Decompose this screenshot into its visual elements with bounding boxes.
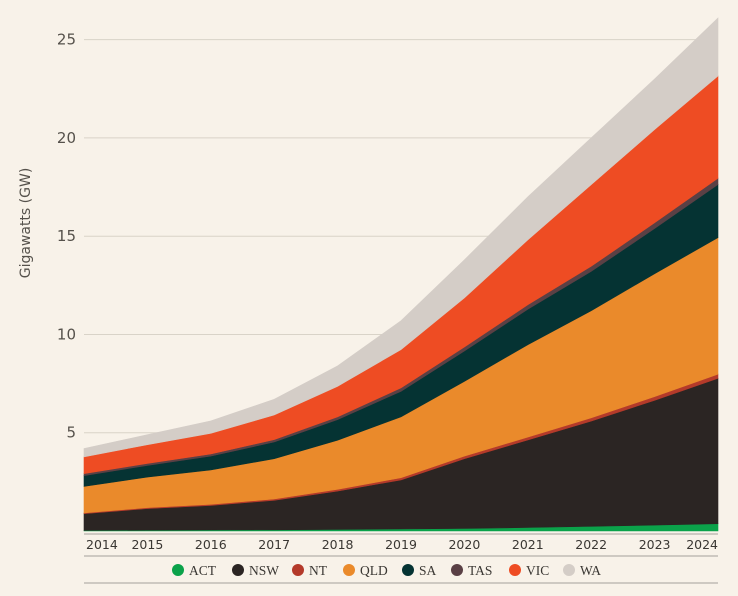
x-tick-label: 2014 (86, 537, 118, 552)
x-axis-ticks: 2014 2015 2016 2017 2018 2019 2020 2021 2022 2023… (86, 537, 718, 552)
x-tick-label: 2015 (131, 537, 163, 552)
x-tick-label: 2023 (639, 537, 671, 552)
legend-label-wa: WA (580, 563, 601, 578)
legend-label-nsw: NSW (249, 563, 279, 578)
legend-swatch-tas (451, 564, 463, 576)
legend-swatch-act (172, 564, 184, 576)
y-axis-label: Gigawatts (GW) (18, 168, 34, 279)
x-tick-label: 2018 (322, 537, 354, 552)
y-tick-label: 15 (57, 227, 76, 245)
legend-swatch-vic (509, 564, 521, 576)
legend-swatch-wa (563, 564, 575, 576)
y-tick-label: 25 (57, 31, 76, 49)
legend-label-act: ACT (189, 563, 217, 578)
legend-swatch-nt (292, 564, 304, 576)
y-tick-label: 10 (57, 325, 76, 343)
legend-label-vic: VIC (526, 563, 549, 578)
stacked-areas (83, 17, 719, 532)
legend-label-tas: TAS (468, 563, 492, 578)
legend-swatch-sa (402, 564, 414, 576)
x-tick-label: 2019 (385, 537, 417, 552)
legend-label-qld: QLD (360, 563, 388, 578)
y-axis-ticks: 5 10 15 20 25 (57, 31, 76, 442)
x-tick-label: 2020 (448, 537, 480, 552)
legend-swatch-qld (343, 564, 355, 576)
y-tick-label: 20 (57, 129, 76, 147)
y-tick-label: 5 (66, 424, 76, 442)
x-tick-label: 2024 (686, 537, 718, 552)
legend-swatch-nsw (232, 564, 244, 576)
area-wa (83, 17, 719, 458)
x-tick-label: 2016 (195, 537, 227, 552)
legend: ACT NSW NT QLD SA TAS VIC WA (172, 563, 601, 578)
x-tick-label: 2021 (512, 537, 544, 552)
x-tick-label: 2017 (258, 537, 290, 552)
x-tick-label: 2022 (575, 537, 607, 552)
legend-label-sa: SA (419, 563, 437, 578)
legend-label-nt: NT (309, 563, 328, 578)
